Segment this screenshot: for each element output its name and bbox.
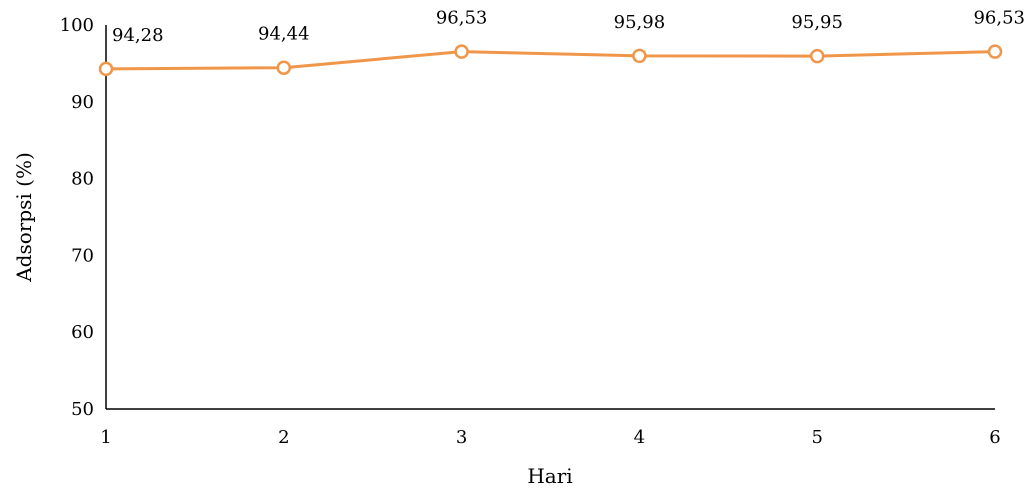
y-tick-labels: 50 60 70 80 90 100 (60, 15, 94, 420)
x-tick-label-1: 1 (100, 427, 111, 448)
data-label-1: 94,28 (112, 25, 164, 46)
y-tick-label-60: 60 (71, 322, 94, 343)
x-tick-label-5: 5 (811, 427, 822, 448)
chart-axes (105, 25, 995, 410)
data-label-2: 94,44 (258, 24, 310, 45)
y-tick-label-100: 100 (60, 15, 94, 36)
y-tick-label-70: 70 (71, 245, 94, 266)
x-tick-label-2: 2 (278, 427, 289, 448)
data-label-6: 96,53 (973, 8, 1025, 29)
x-tick-label-3: 3 (456, 427, 467, 448)
data-labels-group: 94,28 94,44 96,53 95,98 95,95 96,53 (112, 8, 1025, 46)
data-point-2 (276, 60, 292, 75)
data-label-4: 95,98 (614, 12, 666, 33)
series-line-1 (104, 50, 997, 71)
x-axis-title: Hari (527, 464, 572, 488)
x-tick-labels: 1 2 3 4 5 6 (100, 427, 1000, 448)
data-point-3 (454, 44, 469, 59)
data-point-5 (809, 48, 825, 64)
points-group (98, 44, 1003, 77)
x-tick-label-6: 6 (989, 427, 1000, 448)
data-label-5: 95,95 (791, 12, 843, 33)
series-group (104, 50, 997, 71)
y-tick-label-90: 90 (71, 92, 94, 113)
data-label-3: 96,53 (436, 8, 488, 29)
y-tick-label-80: 80 (71, 169, 94, 190)
data-point-6 (987, 44, 1003, 59)
x-tick-label-4: 4 (634, 427, 645, 448)
y-axis-title: Adsorpsi (%) (12, 152, 36, 283)
data-point-1 (98, 61, 114, 77)
y-tick-label-50: 50 (71, 399, 94, 420)
data-point-4 (632, 48, 647, 64)
